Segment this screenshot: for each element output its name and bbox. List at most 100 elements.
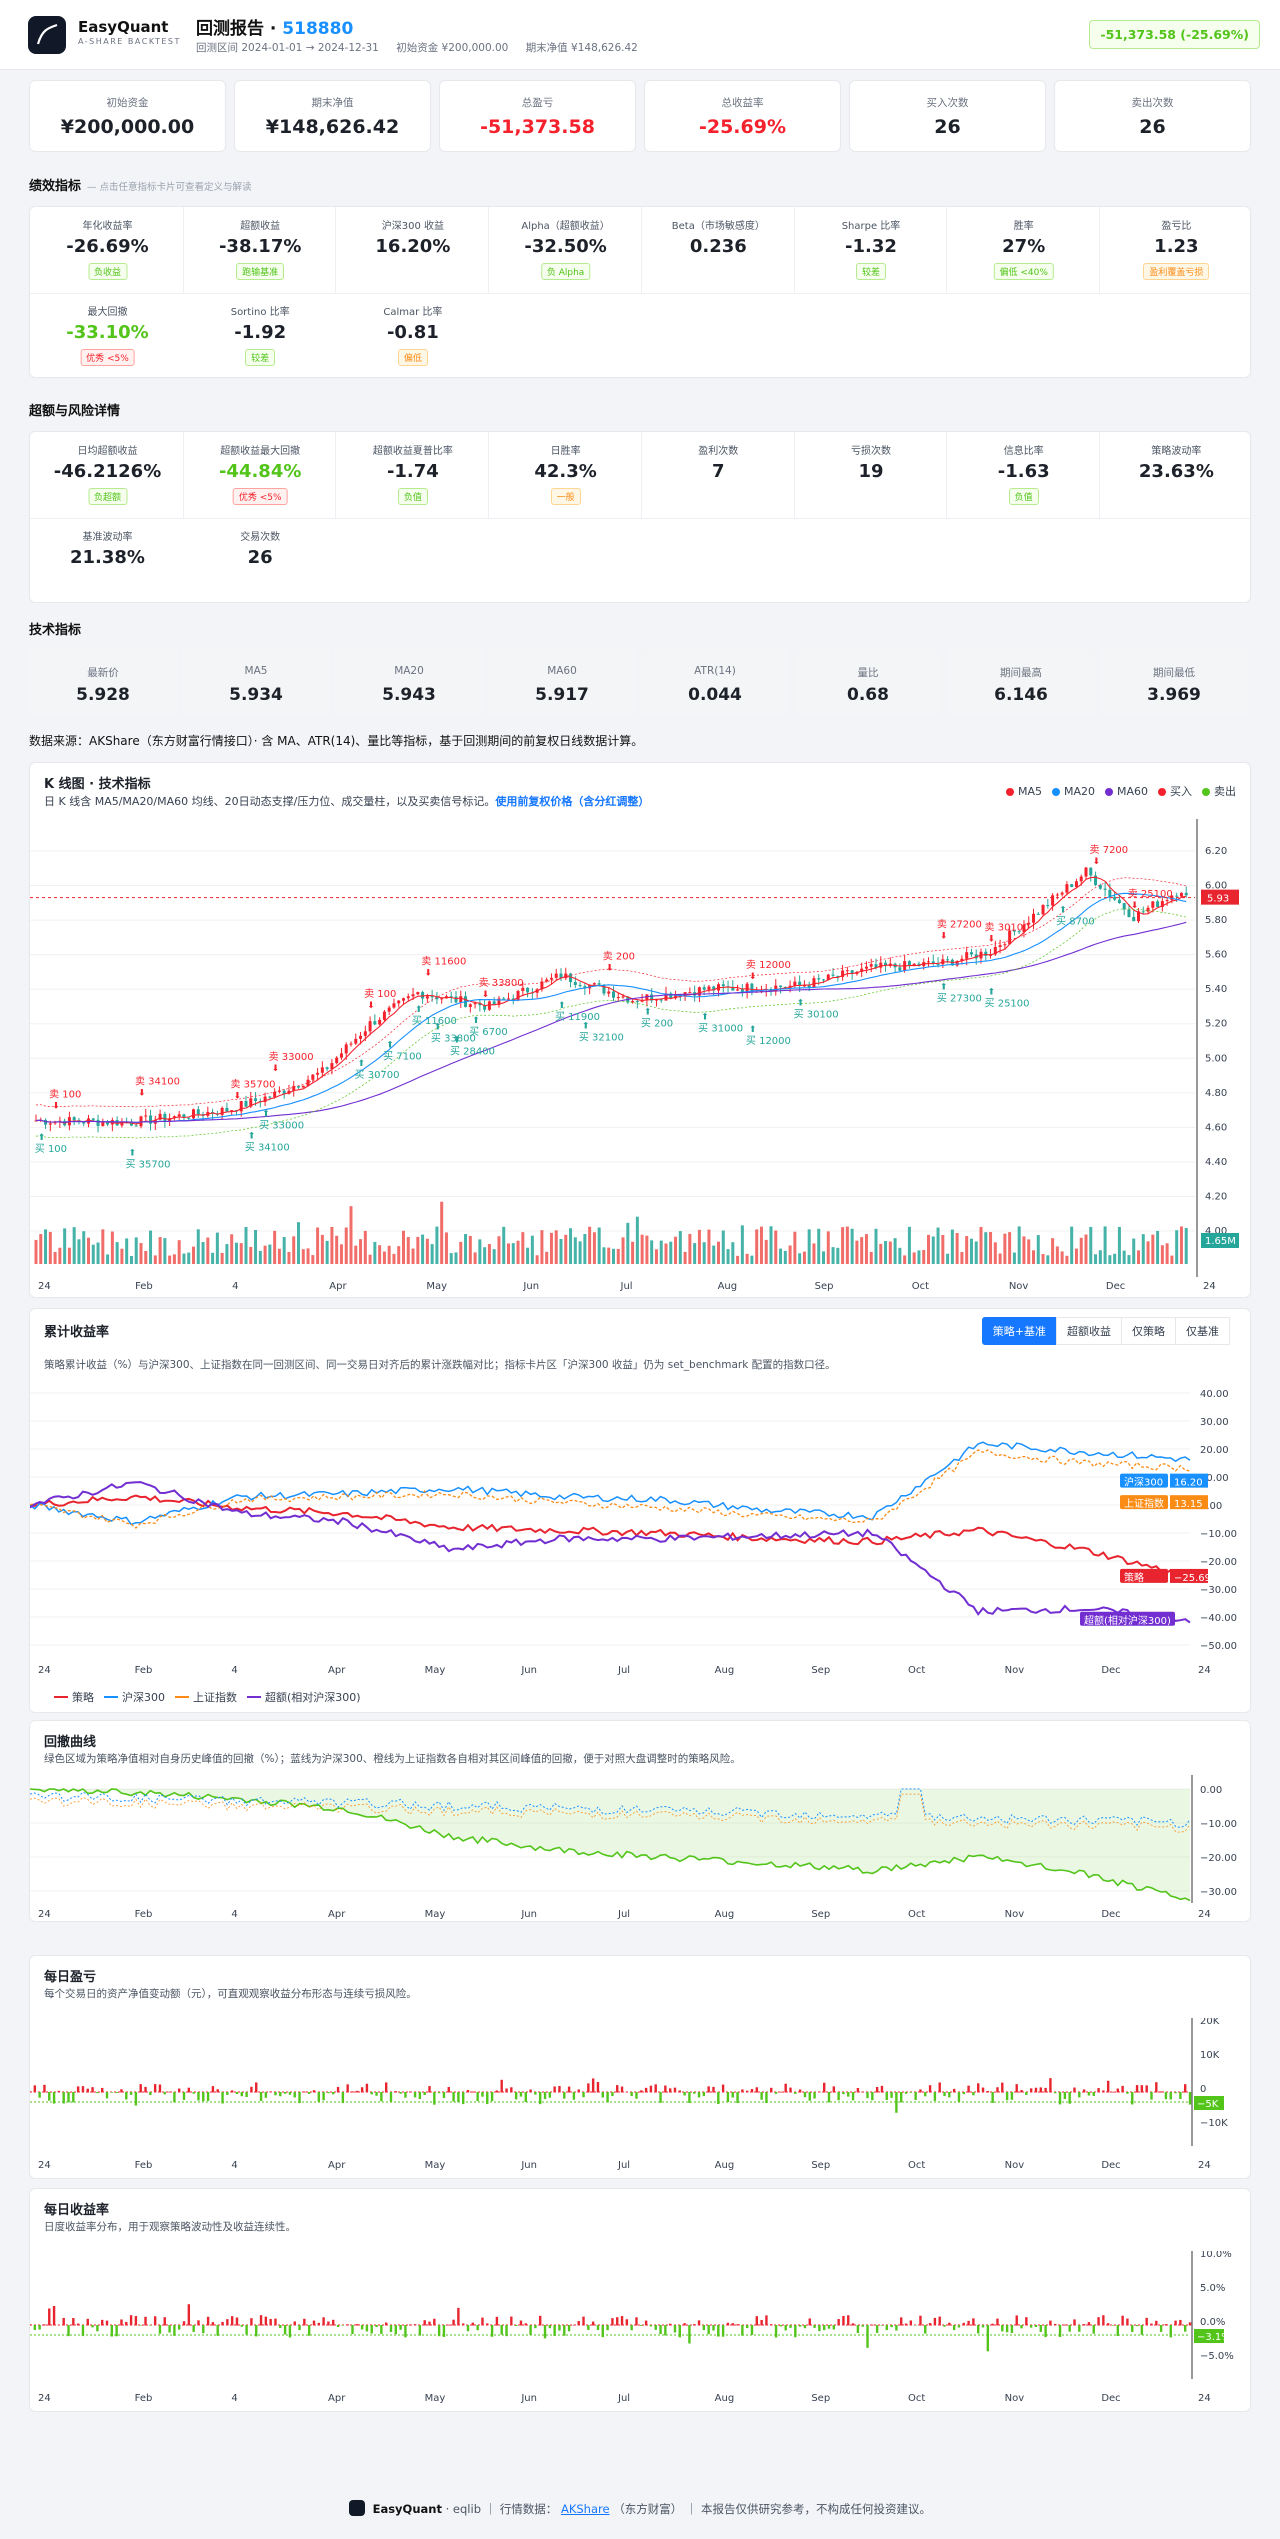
metric-cell[interactable]: 策略波动率 23.63% xyxy=(1099,432,1254,518)
daily-bar xyxy=(144,2316,147,2326)
candle xyxy=(120,1121,124,1126)
kline-legend[interactable]: MA5 MA20 MA60 买入 卖出 xyxy=(996,783,1236,799)
candle xyxy=(1032,913,1035,923)
daily-bar xyxy=(351,2325,354,2335)
legend-item[interactable]: 卖出 xyxy=(1202,785,1236,798)
daily-bar xyxy=(1155,2320,1158,2326)
metric-value: 26 xyxy=(247,547,273,568)
metric-cell[interactable]: 盈亏比 1.23 盈利覆盖亏损 xyxy=(1099,207,1254,293)
daily-bar xyxy=(221,2092,224,2104)
metric-cell[interactable]: 亏损次数 19 xyxy=(794,432,949,518)
daily-bar xyxy=(197,2320,200,2326)
tech-section-title: 技术指标 xyxy=(29,623,82,638)
summary-value: ¥148,626.42 xyxy=(265,116,400,138)
tab-1[interactable]: 超额收益 xyxy=(1056,1317,1122,1345)
daily-pnl-chart[interactable]: 20K 10K 0 −10K −5K 24 Feb 4 Apr May Jun Jul Aug Sep Oc… xyxy=(30,2018,1250,2178)
metric-cell[interactable]: Beta（市场敏感度） 0.236 xyxy=(641,207,796,293)
legend-dot-icon xyxy=(1158,788,1166,796)
daily-bar xyxy=(110,2325,114,2337)
kline-chart[interactable]: ⬆买 100 ⬆买 35700⬆买 34100⬆买 33000⬆买 30700⬆买… xyxy=(30,819,1250,1297)
daily-bar xyxy=(1126,2092,1129,2094)
cum-legend[interactable]: 策略 沪深300 上证指数 超额(相对沪深300) xyxy=(44,1689,361,1705)
series-end-badge: 上证指数 xyxy=(1124,1497,1164,1510)
metric-cell[interactable]: 最大回撤 -33.10% 优秀 <5% xyxy=(30,293,185,379)
metric-cell[interactable]: 胜率 27% 偏低 <40% xyxy=(946,207,1101,293)
daily-bar xyxy=(591,2078,595,2093)
metric-cell[interactable]: 交易次数 26 xyxy=(183,518,338,604)
daily-bar xyxy=(1025,2092,1028,2095)
metric-cell[interactable]: 基准波动率 21.38% xyxy=(30,518,185,604)
candle xyxy=(969,952,973,955)
metric-cell[interactable]: 沪深300 收益 16.20% xyxy=(335,207,490,293)
legend-item[interactable]: MA5 xyxy=(1005,785,1042,798)
daily-bar xyxy=(173,2092,176,2103)
volume-bar xyxy=(822,1251,825,1264)
metric-cell[interactable]: Sharpe 比率 -1.32 较差 xyxy=(794,207,949,293)
daily-bar xyxy=(437,2092,441,2094)
footer-lib: · eqlib ｜ 行情数据： xyxy=(445,2502,558,2516)
candle xyxy=(44,1119,48,1125)
drawdown-chart[interactable]: 0.00 −10.00 −20.00 −30.00 24 Feb 4 Apr May Jun Jul… xyxy=(30,1775,1250,1921)
candle xyxy=(1127,909,1131,918)
volume-bar xyxy=(912,1252,916,1264)
candle xyxy=(993,946,997,955)
volume-bar xyxy=(196,1229,200,1264)
metric-cell[interactable]: 日均超额收益 -46.2126% 负超额 xyxy=(30,432,185,518)
volume-bar xyxy=(860,1237,864,1264)
metric-cell[interactable]: 日胜率 42.3% 一般 xyxy=(488,432,643,518)
metric-cell[interactable]: 年化收益率 -26.69% 负收益 xyxy=(30,207,185,293)
legend-item[interactable]: 上证指数 xyxy=(175,1691,237,1704)
metric-cell[interactable]: 超额收益夏普比率 -1.74 负值 xyxy=(335,432,490,518)
metric-cell[interactable]: 盈利次数 7 xyxy=(641,432,796,518)
legend-item[interactable]: MA20 xyxy=(1051,785,1095,798)
akshare-link[interactable]: AKShare xyxy=(560,2502,610,2516)
adjusted-price-link[interactable]: 使用前复权价格（含分红调整） xyxy=(495,795,650,808)
metric-cell[interactable]: Alpha（超额收益） -32.50% 负 Alpha xyxy=(488,207,643,293)
daily-bar xyxy=(707,2086,710,2093)
daily-bar xyxy=(86,2088,89,2093)
daily-bar xyxy=(452,2092,455,2102)
metric-cell[interactable]: Sortino 比率 -1.92 较差 xyxy=(183,293,338,379)
candle xyxy=(254,1098,258,1102)
daily-bar xyxy=(572,2092,576,2100)
daily-bar xyxy=(558,2325,561,2331)
daily-return-chart[interactable]: 10.0% 5.0% 0.0% −5.0% −3.1% 24 Feb 4 Apr May Jun Ju… xyxy=(30,2251,1250,2411)
tab-0[interactable]: 策略+基准 xyxy=(981,1317,1057,1345)
metric-tag: 偏低 xyxy=(397,349,428,366)
legend-item[interactable]: 沪深300 xyxy=(104,1691,165,1704)
summary-card: 总盈亏 -51,373.58 xyxy=(439,80,636,152)
daily-bar xyxy=(1135,2325,1139,2327)
x-tick-label: Feb xyxy=(135,2393,153,2404)
cum-return-chart[interactable]: 40.00 30.00 20.00 10.00 0.00 −10.00 −20.00 −30.… xyxy=(30,1381,1250,1681)
stock-code[interactable]: 518880 xyxy=(282,19,354,39)
cum-view-tabs[interactable]: 策略+基准 超额收益 仅策略 仅基准 xyxy=(981,1317,1230,1345)
metric-cell[interactable]: Calmar 比率 -0.81 偏低 xyxy=(335,293,490,379)
daily-bar xyxy=(962,2092,965,2095)
legend-label: MA5 xyxy=(1017,785,1042,798)
legend-item[interactable]: 策略 xyxy=(54,1691,94,1704)
metric-cell[interactable]: 超额收益最大回撤 -44.84% 优秀 <5% xyxy=(183,432,338,518)
metric-cell[interactable]: 信息比率 -1.63 负值 xyxy=(946,432,1101,518)
x-tick-label: Aug xyxy=(718,1281,738,1292)
daily-bar xyxy=(442,2092,446,2098)
buy-signal-label: 买 30100 xyxy=(794,1008,839,1020)
legend-item[interactable]: 买入 xyxy=(1158,785,1192,798)
daily-bar xyxy=(900,2092,903,2103)
tab-2[interactable]: 仅策略 xyxy=(1121,1317,1176,1345)
metric-cell[interactable]: 超额收益 -38.17% 跑输基准 xyxy=(183,207,338,293)
legend-item[interactable]: MA60 xyxy=(1104,785,1148,798)
volume-bar xyxy=(855,1240,859,1264)
legend-item[interactable]: 超额(相对沪深300) xyxy=(247,1691,361,1704)
tech-label: 量比 xyxy=(857,667,879,679)
daily-bar xyxy=(1169,2325,1172,2338)
volume-bar xyxy=(583,1233,587,1264)
daily-bar xyxy=(1188,2322,1192,2326)
daily-bar xyxy=(409,2091,412,2093)
sell-signal-label: 卖 33800 xyxy=(479,977,524,989)
volume-bar xyxy=(440,1201,444,1264)
daily-bar xyxy=(1078,2325,1081,2332)
candle xyxy=(798,981,802,986)
volume-bar xyxy=(335,1235,339,1264)
tab-3[interactable]: 仅基准 xyxy=(1175,1317,1230,1345)
summary-label: 卖出次数 xyxy=(1131,97,1174,109)
